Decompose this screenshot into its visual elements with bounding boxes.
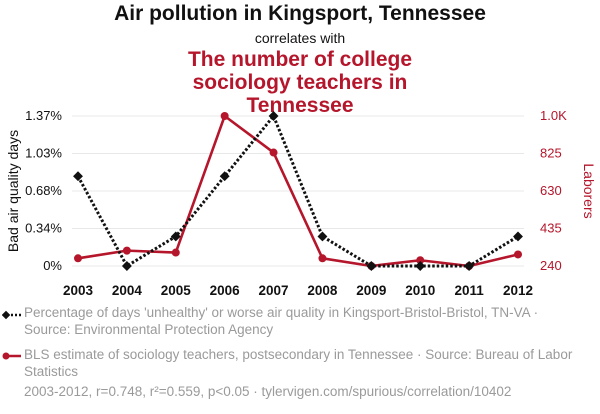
- x-tick-label: 2010: [405, 283, 435, 298]
- gridlines: [72, 115, 524, 267]
- data-point-sociology-teachers: [122, 246, 131, 255]
- y-tick-label-left: 0.68%: [25, 183, 62, 198]
- data-point-sociology-teachers: [514, 250, 522, 259]
- x-tick-label: 2006: [210, 283, 241, 298]
- x-tick-label: 2012: [503, 283, 533, 298]
- y-tick-label-right: 630: [540, 183, 562, 198]
- data-point-sociology-teachers: [220, 112, 229, 120]
- x-tick-label: 2011: [454, 283, 484, 298]
- x-tick-label: 2007: [259, 283, 289, 298]
- data-point-air-quality: [513, 231, 523, 242]
- data-point-air-quality: [464, 261, 475, 271]
- data-point-air-quality: [415, 261, 426, 271]
- legend-label-air-quality: Percentage of days 'unhealthy' or worse …: [24, 305, 539, 337]
- x-tick-label: 2005: [161, 283, 192, 298]
- y-tick-label-right: 240: [540, 258, 562, 273]
- data-point-sociology-teachers: [269, 148, 278, 157]
- y-tick-label-left: 1.37%: [25, 108, 62, 123]
- data-point-air-quality: [170, 231, 181, 242]
- chart-title-secondary: The number of college sociology teachers…: [187, 48, 413, 117]
- y-tick-label-right: 825: [540, 146, 562, 161]
- data-point-sociology-teachers: [318, 254, 327, 263]
- y-tick-label-left: 0.34%: [25, 221, 62, 236]
- x-tick-label: 2009: [356, 283, 386, 298]
- y-tick-label-right: 1.0K: [540, 108, 567, 123]
- data-point-sociology-teachers: [416, 256, 425, 265]
- data-point-air-quality: [73, 171, 83, 182]
- solid-line-circle-icon: [2, 352, 21, 360]
- x-tick-label: 2004: [112, 283, 143, 298]
- dotted-line-diamond-icon: [2, 310, 21, 320]
- chart-title: Air pollution in Kingsport, Tennessee: [114, 2, 486, 25]
- y-tick-label-left: 0%: [43, 258, 62, 273]
- y-axis-label-right: Laborers: [581, 163, 597, 218]
- series-air-quality: [73, 111, 523, 271]
- series-line-air-quality: [76, 114, 519, 268]
- x-tick-label: 2008: [307, 283, 338, 298]
- data-point-air-quality: [121, 261, 132, 271]
- chart-subtitle: correlates with: [254, 30, 346, 46]
- y-axis-label-left: Bad air quality days: [5, 130, 21, 252]
- data-point-air-quality: [268, 111, 279, 121]
- data-point-air-quality: [219, 171, 230, 182]
- data-point-air-quality: [366, 261, 377, 271]
- data-point-sociology-teachers: [171, 248, 180, 257]
- x-tick-label: 2003: [63, 283, 94, 298]
- y-tick-label-left: 1.03%: [25, 146, 62, 161]
- y-tick-label-right: 435: [540, 221, 562, 236]
- legend-label-sociology-teachers: BLS estimate of sociology teachers, post…: [24, 347, 573, 379]
- data-point-air-quality: [317, 231, 328, 242]
- data-point-sociology-teachers: [74, 254, 82, 263]
- legend-item-air-quality: Percentage of days 'unhealthy' or worse …: [2, 304, 584, 338]
- axes: 0% 240 0.34% 435 0.68% 630 1.03% 825 1.37% 1.0K 20…: [5, 108, 597, 298]
- footer-note: 2003-2012, r=0.748, r²=0.559, p<0.05 · t…: [24, 384, 512, 399]
- legend-item-sociology-teachers: BLS estimate of sociology teachers, post…: [2, 346, 584, 380]
